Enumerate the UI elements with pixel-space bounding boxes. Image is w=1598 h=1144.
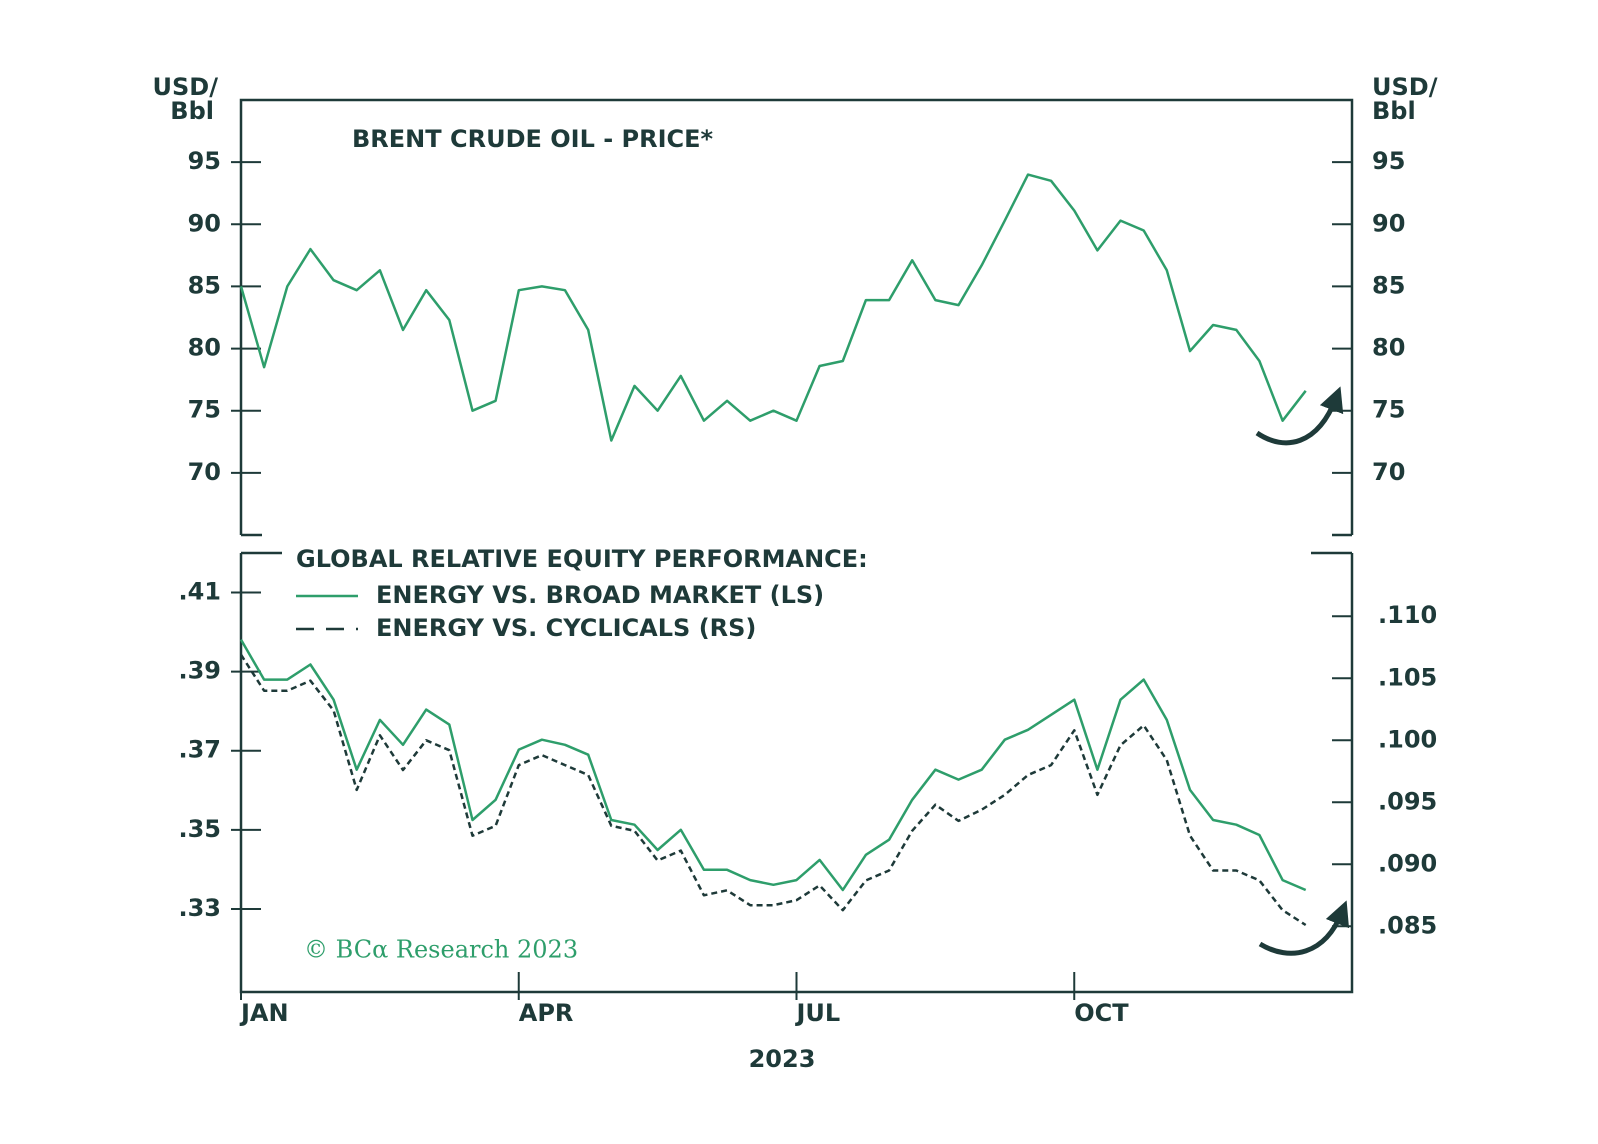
y-tick-label: 95 <box>188 147 221 175</box>
legend-label: ENERGY VS. CYCLICALS (RS) <box>376 614 756 642</box>
top-chart-title: BRENT CRUDE OIL - PRICE* <box>352 125 714 153</box>
y-axis-label: Bbl <box>170 97 214 125</box>
upturn-arrow <box>1255 386 1344 446</box>
x-tick-label: JAN <box>239 999 289 1027</box>
x-tick-label: OCT <box>1074 999 1129 1027</box>
y-tick-label: .41 <box>178 578 221 606</box>
y2-axis-label: Bbl <box>1372 97 1416 125</box>
series-line <box>239 638 1307 892</box>
y2-tick-label: .100 <box>1378 725 1437 753</box>
y-tick-label: .33 <box>178 894 221 922</box>
y2-tick-label: 90 <box>1372 209 1405 237</box>
y2-tick-label: .090 <box>1378 849 1437 877</box>
y2-tick-label: 80 <box>1372 334 1405 362</box>
y2-tick-label: 70 <box>1372 458 1405 486</box>
bottom-chart-title: GLOBAL RELATIVE EQUITY PERFORMANCE: <box>296 545 868 573</box>
y-tick-label: 70 <box>188 458 221 486</box>
y2-tick-label: .095 <box>1378 787 1437 815</box>
y2-tick-label: .085 <box>1378 911 1437 939</box>
y-tick-label: 90 <box>188 209 221 237</box>
y-tick-label: .37 <box>178 736 221 764</box>
x-axis-label: 2023 <box>749 1045 816 1073</box>
y2-tick-label: 95 <box>1372 147 1405 175</box>
y-tick-label: 80 <box>188 334 221 362</box>
y2-tick-label: 75 <box>1372 396 1405 424</box>
source-note: © BCα Research 2023 <box>304 936 578 964</box>
y-tick-label: 85 <box>188 271 221 299</box>
x-tick-label: JUL <box>795 999 841 1027</box>
price-line <box>239 173 1307 442</box>
y-tick-label: .39 <box>178 657 221 685</box>
y-axis-label: USD/ <box>153 73 219 101</box>
y2-tick-label: 85 <box>1372 271 1405 299</box>
x-tick-label: APR <box>519 999 574 1027</box>
y2-axis-label: USD/ <box>1372 73 1438 101</box>
y2-tick-label: .105 <box>1378 663 1437 691</box>
y-tick-label: .35 <box>178 815 221 843</box>
legend-label: ENERGY VS. BROAD MARKET (LS) <box>376 581 824 609</box>
upturn-arrow <box>1258 900 1350 956</box>
y-tick-label: 75 <box>188 396 221 424</box>
y2-tick-label: .110 <box>1378 601 1437 629</box>
top-panel-frame <box>239 98 1354 535</box>
